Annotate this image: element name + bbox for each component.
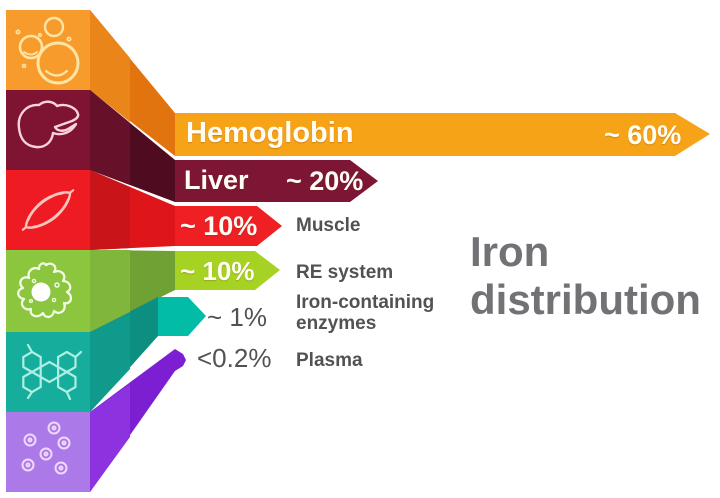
muscle-value: ~ 10% bbox=[180, 211, 258, 241]
muscle-bar bbox=[175, 206, 282, 246]
liver-bar bbox=[175, 160, 378, 202]
re-system-label: RE system bbox=[296, 262, 394, 283]
hemoglobin-bar bbox=[175, 113, 710, 156]
plasma-face bbox=[90, 384, 130, 492]
hemoglobin-value: ~ 60% bbox=[604, 120, 682, 150]
re-system-face bbox=[90, 250, 130, 332]
molecule-icon bbox=[22, 343, 83, 401]
plasma-label: Plasma bbox=[296, 350, 363, 371]
liver-label: Liver bbox=[184, 165, 249, 195]
muscle-label: Muscle bbox=[296, 215, 361, 236]
liver-face bbox=[90, 90, 130, 185]
hemoglobin-label: Hemoglobin bbox=[186, 117, 354, 149]
chart-title: Iron distribution bbox=[470, 228, 701, 323]
plasma-cells-icon bbox=[21, 421, 71, 475]
re-system-value: ~ 10% bbox=[180, 256, 255, 286]
re-system-bar bbox=[175, 251, 280, 290]
enzymes-square bbox=[6, 332, 90, 412]
muscle-icon bbox=[21, 189, 75, 231]
plasma-value: <0.2% bbox=[197, 343, 272, 373]
muscle-face bbox=[90, 170, 130, 250]
hemoglobin-face bbox=[90, 10, 130, 122]
liver-value: ~ 20% bbox=[286, 166, 364, 196]
plasma-square bbox=[6, 412, 90, 492]
enzymes-face bbox=[90, 313, 130, 412]
liver-icon bbox=[17, 100, 80, 149]
red-blood-cells-icon bbox=[15, 16, 80, 85]
macrophage-icon bbox=[17, 262, 73, 319]
muscle-square bbox=[6, 170, 90, 250]
enzymes-value: ~ 1% bbox=[207, 302, 267, 332]
enzymes-label: Iron-containing enzymes bbox=[296, 292, 435, 334]
enzymes-bar bbox=[158, 297, 206, 336]
